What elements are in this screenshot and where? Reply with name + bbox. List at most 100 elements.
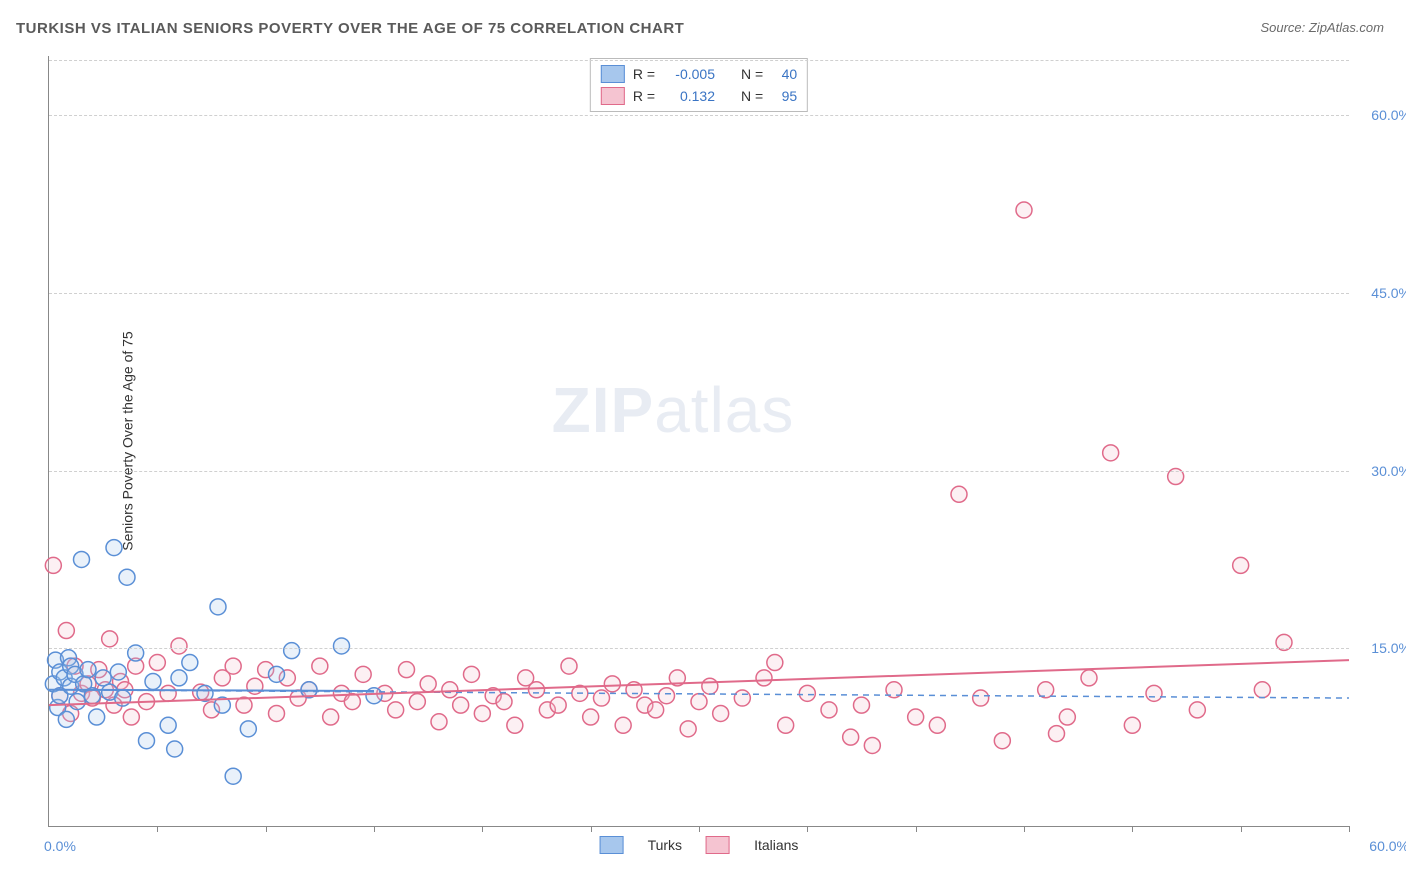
scatter-point [139, 733, 155, 749]
scatter-point [225, 768, 241, 784]
scatter-point [680, 721, 696, 737]
y-tick-label: 45.0% [1371, 285, 1406, 301]
scatter-point [550, 697, 566, 713]
scatter-point [496, 694, 512, 710]
scatter-point [102, 631, 118, 647]
source-value: ZipAtlas.com [1309, 20, 1384, 35]
x-tick [1024, 826, 1025, 832]
scatter-point [58, 711, 74, 727]
scatter-point [388, 702, 404, 718]
scatter-point [312, 658, 328, 674]
scatter-point [69, 694, 85, 710]
chart-area: Seniors Poverty Over the Age of 75 ZIPat… [48, 56, 1348, 826]
scatter-point [1016, 202, 1032, 218]
scatter-point [1189, 702, 1205, 718]
y-tick-label: 30.0% [1371, 463, 1406, 479]
scatter-point [240, 721, 256, 737]
x-tick [916, 826, 917, 832]
x-max-label: 60.0% [1369, 838, 1406, 854]
scatter-point [615, 717, 631, 733]
scatter-point [821, 702, 837, 718]
scatter-point [1124, 717, 1140, 733]
source-label: Source: ZipAtlas.com [1260, 20, 1384, 35]
scatter-point [1049, 726, 1065, 742]
scatter-point [474, 705, 490, 721]
scatter-point [583, 709, 599, 725]
scatter-point [1081, 670, 1097, 686]
scatter-point [106, 540, 122, 556]
scatter-point [284, 643, 300, 659]
scatter-point [778, 717, 794, 733]
swatch-turks-bottom [600, 836, 624, 854]
scatter-point [344, 694, 360, 710]
scatter-point [864, 737, 880, 753]
source-prefix: Source: [1260, 20, 1308, 35]
x-tick [1132, 826, 1133, 832]
y-tick-label: 15.0% [1371, 640, 1406, 656]
chart-title: TURKISH VS ITALIAN SENIORS POVERTY OVER … [16, 20, 684, 37]
x-tick [374, 826, 375, 832]
scatter-point [334, 638, 350, 654]
scatter-point [929, 717, 945, 733]
scatter-point [145, 673, 161, 689]
scatter-point [691, 694, 707, 710]
scatter-point [171, 638, 187, 654]
gridline [49, 115, 1349, 116]
scatter-point [908, 709, 924, 725]
scatter-point [431, 714, 447, 730]
bottom-label-turks: Turks [648, 837, 682, 853]
x-tick [1349, 826, 1350, 832]
scatter-point [160, 685, 176, 701]
scatter-point [1146, 685, 1162, 701]
scatter-point [45, 557, 61, 573]
gridline [49, 293, 1349, 294]
gridline [49, 60, 1349, 61]
scatter-point [464, 666, 480, 682]
x-tick [1241, 826, 1242, 832]
plot-box: ZIPatlas R = -0.005 N = 40 R = 0.132 N =… [48, 56, 1349, 827]
scatter-point [1059, 709, 1075, 725]
scatter-point [323, 709, 339, 725]
scatter-point [442, 682, 458, 698]
scatter-point [160, 717, 176, 733]
scatter-point [594, 690, 610, 706]
gridline [49, 471, 1349, 472]
scatter-point [58, 623, 74, 639]
scatter-point [119, 569, 135, 585]
scatter-point [854, 697, 870, 713]
scatter-point [355, 666, 371, 682]
scatter-point [713, 705, 729, 721]
scatter-point [167, 741, 183, 757]
scatter-point [994, 733, 1010, 749]
scatter-point [225, 658, 241, 674]
scatter-point [529, 682, 545, 698]
scatter-point [171, 670, 187, 686]
scatter-point [409, 694, 425, 710]
scatter-point [210, 599, 226, 615]
x-tick [266, 826, 267, 832]
scatter-point [756, 670, 772, 686]
scatter-point [453, 697, 469, 713]
scatter-point [1233, 557, 1249, 573]
scatter-point [561, 658, 577, 674]
bottom-label-italians: Italians [754, 837, 798, 853]
scatter-point [507, 717, 523, 733]
x-tick [807, 826, 808, 832]
scatter-point [734, 690, 750, 706]
scatter-point [123, 709, 139, 725]
x-tick [482, 826, 483, 832]
bottom-legend: Turks Italians [600, 836, 799, 854]
y-tick-label: 60.0% [1371, 107, 1406, 123]
scatter-point [269, 705, 285, 721]
scatter-point [74, 551, 90, 567]
scatter-point [973, 690, 989, 706]
scatter-point [604, 676, 620, 692]
x-min-label: 0.0% [44, 838, 76, 854]
scatter-point [149, 655, 165, 671]
scatter-point [1103, 445, 1119, 461]
scatter-point [399, 662, 415, 678]
scatter-point [420, 676, 436, 692]
scatter-point [89, 709, 105, 725]
scatter-point [767, 655, 783, 671]
x-tick [157, 826, 158, 832]
